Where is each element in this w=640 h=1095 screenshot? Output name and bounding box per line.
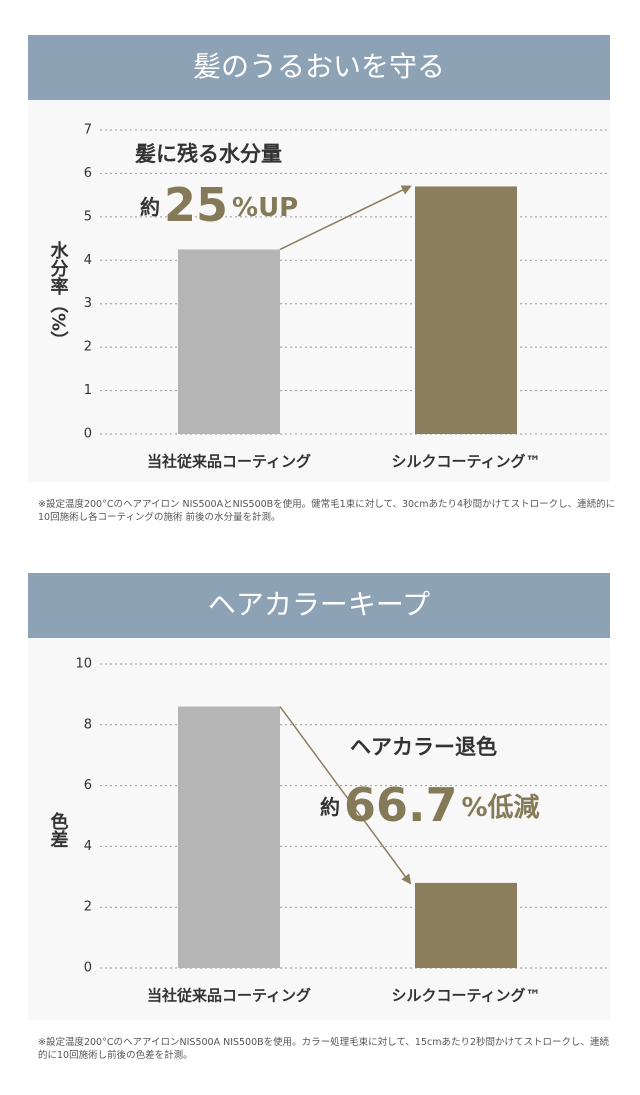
footnote: ※設定温度200°Cのヘアアイロン NIS500AとNIS500Bを使用。健常毛… bbox=[38, 499, 616, 523]
y-tick-label: 4 bbox=[84, 253, 92, 268]
annotation-part: 25 bbox=[164, 178, 228, 232]
header-bar bbox=[28, 573, 610, 638]
annotation-part: 約 bbox=[320, 795, 340, 819]
y-tick-label: 0 bbox=[84, 427, 92, 442]
annotation-part: %UP bbox=[232, 193, 298, 223]
y-axis-label: 水分率（%） bbox=[48, 240, 69, 349]
plot-background bbox=[28, 638, 610, 1020]
annotation: 約66.7 %低減 bbox=[320, 778, 540, 832]
y-tick-label: 4 bbox=[84, 839, 92, 854]
x-tick-label: シルクコーティング™ bbox=[391, 987, 540, 1005]
y-tick-label: 0 bbox=[84, 961, 92, 976]
y-tick-label: 2 bbox=[84, 900, 92, 915]
x-tick-label: 当社従来品コーティング bbox=[147, 987, 311, 1005]
y-tick-label: 6 bbox=[84, 778, 92, 793]
x-tick-label: シルクコーティング™ bbox=[391, 453, 540, 471]
y-tick-label: 8 bbox=[84, 717, 92, 732]
arrow bbox=[279, 706, 412, 885]
footnote: ※設定温度200°CのヘアアイロンNIS500A NIS500Bを使用。カラー処… bbox=[38, 1037, 610, 1061]
x-tick-label: 当社従来品コーティング bbox=[147, 453, 311, 471]
annotation-title: ヘアカラー退色 bbox=[350, 735, 497, 759]
chart-title: ヘアカラーキープ bbox=[208, 588, 430, 621]
bar bbox=[178, 249, 280, 434]
header-bar bbox=[28, 35, 610, 100]
bar bbox=[415, 882, 517, 968]
bar bbox=[415, 186, 517, 434]
plot-background bbox=[28, 100, 610, 482]
y-tick-label: 10 bbox=[75, 657, 92, 672]
annotation: 約25 %UP bbox=[140, 178, 298, 232]
y-tick-label: 1 bbox=[84, 383, 92, 398]
y-tick-label: 2 bbox=[84, 340, 92, 355]
y-axis-label: 色差 bbox=[48, 811, 69, 848]
arrow bbox=[279, 185, 412, 251]
y-tick-label: 3 bbox=[84, 296, 92, 311]
y-tick-label: 5 bbox=[84, 209, 92, 224]
annotation-part: 約 bbox=[140, 195, 160, 219]
y-tick-label: 6 bbox=[84, 166, 92, 181]
annotation-part: %低減 bbox=[462, 793, 540, 823]
chart-title: 髪のうるおいを守る bbox=[193, 50, 445, 83]
annotation-part: 66.7 bbox=[344, 778, 458, 832]
annotation-title: 髪に残る水分量 bbox=[134, 142, 282, 166]
y-tick-label: 7 bbox=[84, 123, 92, 138]
bar bbox=[178, 706, 280, 968]
